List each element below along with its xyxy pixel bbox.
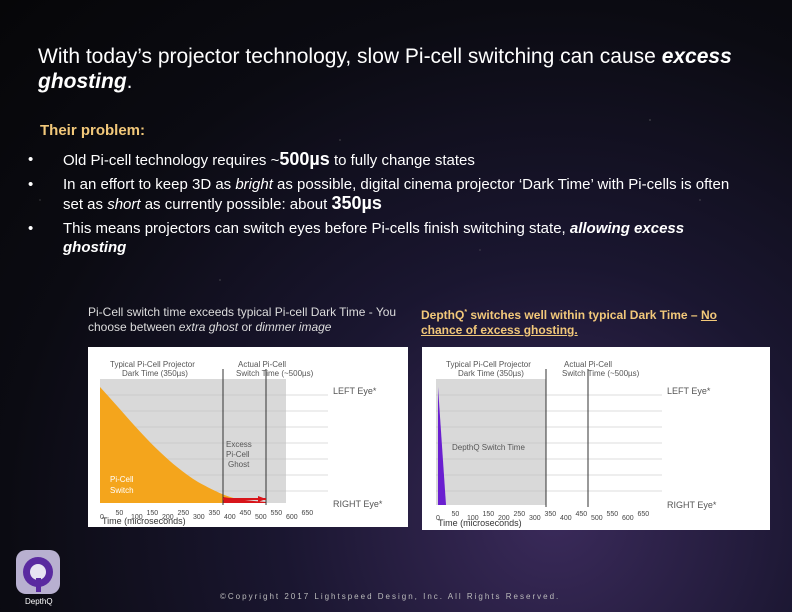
depthq-switch-curve: [438, 387, 446, 505]
x-tick-label: 250: [514, 511, 526, 518]
x-tick-label: 150: [483, 511, 495, 518]
x-tick-label: 100: [131, 514, 143, 521]
left-eye-label: LEFT Eye*: [667, 386, 711, 396]
x-tick-label: 550: [607, 511, 619, 518]
switch-label: Switch: [110, 486, 134, 495]
ghost-label: Ghost: [228, 460, 250, 469]
bullet-item: • Old Pi-cell technology requires ~500µs …: [28, 149, 475, 170]
x-tick-label: 100: [467, 515, 479, 522]
pi-cell-timing-chart: Typical Pi-Cell Projector Dark Time (350…: [88, 347, 408, 527]
x-tick-label: 200: [498, 515, 510, 522]
label-dark-time: Typical Pi-Cell Projector: [110, 360, 195, 369]
x-axis-label: Time (microseconds): [102, 516, 186, 526]
x-tick-label: 450: [240, 510, 252, 517]
bullet-list: • Old Pi-cell technology requires ~500µs …: [28, 150, 748, 262]
x-tick-label: 250: [178, 510, 190, 517]
depthq-timing-chart: Typical Pi-Cell Projector Dark Time (350…: [422, 347, 770, 530]
ghost-label: Excess: [226, 440, 252, 449]
right-eye-label: RIGHT Eye*: [333, 499, 383, 509]
chart-plot-area: [436, 379, 546, 505]
x-tick-label: 50: [116, 510, 124, 517]
label-actual-switch: Actual Pi-Cell: [238, 360, 286, 369]
x-tick-label: 650: [302, 510, 314, 517]
ghost-label: Pi-Cell: [226, 450, 250, 459]
x-tick-label: 650: [638, 511, 650, 518]
x-tick-label: 300: [529, 515, 541, 522]
x-tick-label: 350: [209, 510, 221, 517]
logo-text: DepthQ: [25, 597, 53, 606]
label-actual-switch-value: Switch Time (~500µs): [236, 369, 314, 378]
x-tick-label: 600: [286, 514, 298, 521]
bullet-item: • This means projectors can switch eyes b…: [28, 220, 685, 256]
caption-right: DepthQ* switches well within typical Dar…: [421, 308, 717, 337]
x-tick-label: 0: [436, 515, 440, 522]
pi-cell-switch-curve: [100, 387, 238, 503]
label-dark-time-value: Dark Time (350µs): [458, 369, 524, 378]
label-actual-switch-value: Switch Time (~500µs): [562, 369, 640, 378]
bullet-item: • In an effort to keep 3D as bright as po…: [28, 176, 730, 213]
x-tick-label: 0: [100, 514, 104, 521]
x-tick-label: 200: [162, 514, 174, 521]
x-tick-label: 350: [545, 511, 557, 518]
x-tick-label: 500: [255, 514, 267, 521]
left-eye-label: LEFT Eye*: [333, 386, 377, 396]
x-tick-label: 400: [560, 515, 572, 522]
x-tick-label: 50: [452, 511, 460, 518]
x-tick-label: 150: [147, 510, 159, 517]
x-tick-label: 550: [271, 510, 283, 517]
label-dark-time-value: Dark Time (350µs): [122, 369, 188, 378]
x-tick-label: 300: [193, 514, 205, 521]
title-emphasis: excess ghosting: [38, 45, 732, 93]
slide-title: With today’s projector technology, slow …: [38, 45, 732, 93]
label-dark-time: Typical Pi-Cell Projector: [446, 360, 531, 369]
caption-left: Pi-Cell switch time exceeds typical Pi-c…: [88, 305, 397, 334]
x-axis-label: Time (microseconds): [438, 518, 522, 528]
switch-label: Pi-Cell: [110, 475, 134, 484]
x-tick-label: 450: [576, 511, 588, 518]
right-eye-label: RIGHT Eye*: [667, 500, 717, 510]
copyright-footer: ©Copyright 2017 Lightspeed Design, Inc. …: [220, 592, 561, 601]
x-tick-label: 400: [224, 514, 236, 521]
x-tick-label: 600: [622, 515, 634, 522]
depthq-logo-icon: [16, 550, 60, 594]
label-actual-switch: Actual Pi-Cell: [564, 360, 612, 369]
depthq-switch-label: DepthQ Switch Time: [452, 443, 525, 452]
problem-heading: Their problem:: [40, 122, 146, 139]
x-tick-label: 500: [591, 515, 603, 522]
